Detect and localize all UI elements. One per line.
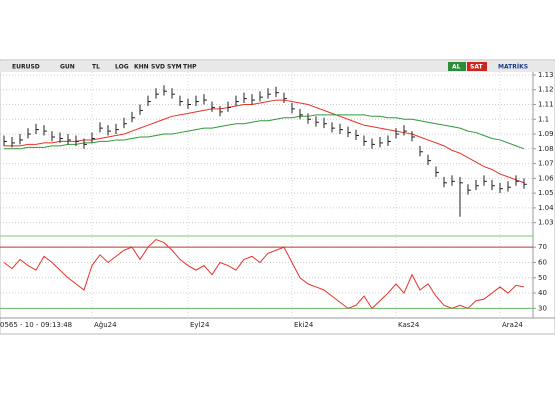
toolbar-button[interactable]: THP [183, 64, 197, 71]
sell-label[interactable]: SAT [470, 64, 483, 71]
y-tick-label: 70 [538, 243, 547, 251]
x-tick-label: Eki24 [294, 321, 314, 329]
rsi-line [3, 238, 525, 310]
buy-button[interactable] [448, 62, 466, 71]
y-tick-label: 30 [538, 304, 547, 312]
toolbar-button[interactable]: GUN [60, 64, 75, 71]
toolbar-button[interactable]: LOG [115, 64, 129, 71]
y-tick-label: 1.1 [538, 115, 549, 123]
y-tick-label: 1.08 [538, 145, 554, 153]
buy-label[interactable]: AL [452, 64, 461, 71]
toolbar-button[interactable]: KHN [134, 64, 149, 71]
moving-average [4, 99, 525, 184]
y-tick-label: 50 [538, 274, 547, 282]
y-tick-label: 1.03 [538, 219, 554, 227]
y-tick-label: 40 [538, 289, 547, 297]
y-tick-label: 1.12 [538, 86, 554, 94]
x-tick-label: Ara24 [502, 321, 523, 329]
toolbar-button[interactable]: SVD [151, 64, 165, 71]
sell-button[interactable] [467, 62, 487, 71]
y-tick-label: 1.06 [538, 174, 554, 182]
y-tick-label: 1.13 [538, 71, 554, 79]
x-tick-label: Kas24 [398, 321, 420, 329]
y-tick-label: 1.09 [538, 130, 554, 138]
status: 0565 - 10 - 09:13:48 [0, 321, 72, 329]
moving-average [4, 114, 525, 150]
y-tick-label: 60 [538, 258, 547, 266]
toolbar [0, 61, 555, 72]
toolbar-buttons: GUN TL LOG KHN SVD SYM THP [60, 64, 197, 71]
x-tick-label: Eyl24 [190, 321, 210, 329]
y-tick-label: 1.05 [538, 189, 554, 197]
symbol[interactable]: EURUSD [12, 64, 40, 71]
brand: MATRİKS [498, 64, 528, 71]
toolbar-button[interactable]: SYM [167, 64, 182, 71]
x-tick-label: Ağu24 [94, 321, 117, 329]
y-tick-label: 1.11 [538, 100, 554, 108]
toolbar-button[interactable]: TL [92, 64, 100, 71]
y-tick-label: 1.07 [538, 160, 554, 168]
y-tick-label: 1.04 [538, 204, 554, 212]
